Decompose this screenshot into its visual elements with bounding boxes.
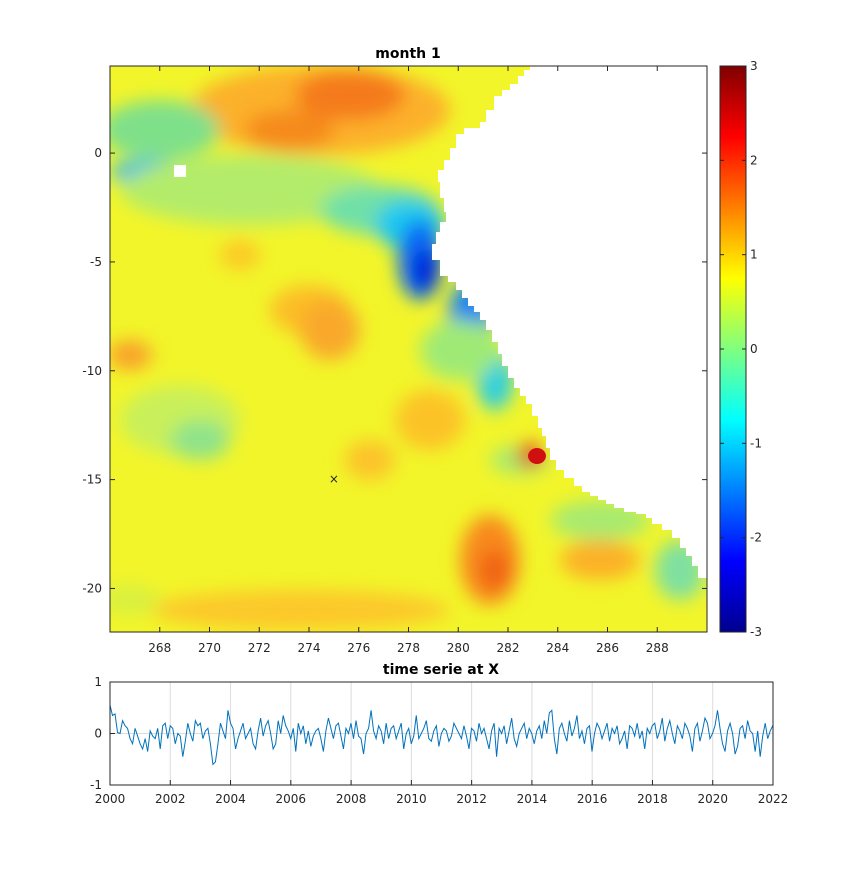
map-y-tick-label: -15: [82, 473, 102, 487]
ts-x-tick-label: 2012: [456, 792, 487, 806]
timeseries-y-axis: 1 0 -1: [90, 675, 115, 792]
colorbar-tick-label: -1: [750, 436, 762, 450]
map-x-tick-label: 274: [298, 641, 321, 655]
heatmap-field: [110, 66, 707, 632]
map-y-tick-label: -5: [90, 255, 102, 269]
ts-x-tick-label: 2006: [276, 792, 307, 806]
ts-x-tick-label: 2020: [697, 792, 728, 806]
map-y-tick-label: -20: [82, 581, 102, 595]
location-marker: ×: [329, 472, 339, 486]
timeseries-title: time serie at X: [383, 662, 499, 678]
colorbar-axis: 3 2 1 0 -1 -2 -3: [720, 59, 762, 639]
ts-x-tick-label: 2016: [577, 792, 608, 806]
colorbar-tick-label: -2: [750, 531, 762, 545]
ts-x-tick-label: 2004: [215, 792, 246, 806]
map-x-tick-label: 270: [198, 641, 221, 655]
map-title: month 1: [375, 46, 440, 62]
colorbar-tick-label: 2: [750, 153, 758, 167]
ts-y-tick-label: 1: [94, 675, 102, 689]
ts-x-tick-label: 2000: [95, 792, 126, 806]
map-x-tick-label: 284: [546, 641, 569, 655]
map-x-tick-label: 272: [248, 641, 271, 655]
island-mask: [174, 165, 186, 177]
map-x-tick-label: 268: [148, 641, 171, 655]
colorbar-tick-label: -3: [750, 625, 762, 639]
map-x-axis: 268 270 272 274 276 278 280 282 284 286 288: [148, 66, 669, 655]
map-x-tick-label: 286: [596, 641, 619, 655]
ts-x-tick-label: 2018: [637, 792, 668, 806]
colorbar-tick-label: 1: [750, 248, 758, 262]
ts-x-tick-label: 2014: [517, 792, 548, 806]
map-x-tick-label: 280: [447, 641, 470, 655]
map-y-tick-label: -10: [82, 364, 102, 378]
map-y-tick-label: 0: [94, 146, 102, 160]
colorbar-tick-label: 0: [750, 342, 758, 356]
map-y-axis: 0 -5 -10 -15 -20: [82, 146, 707, 595]
colorbar-tick-label: 3: [750, 59, 758, 73]
map-x-tick-label: 288: [646, 641, 669, 655]
map-x-tick-label: 278: [397, 641, 420, 655]
land-mask: [432, 66, 707, 578]
timeseries-x-axis: 2000 2002 2004 2006 2008 2010 2012 2014 2016 2018…: [95, 780, 789, 806]
ts-x-tick-label: 2010: [396, 792, 427, 806]
ts-x-tick-label: 2002: [155, 792, 186, 806]
hotspot: [528, 448, 546, 464]
ts-y-tick-label: -1: [90, 778, 102, 792]
colorbar: [720, 66, 746, 632]
ts-x-tick-label: 2022: [758, 792, 789, 806]
map-x-tick-label: 282: [497, 641, 520, 655]
map-x-tick-label: 276: [347, 641, 370, 655]
ts-y-tick-label: 0: [94, 727, 102, 741]
series-line: [110, 705, 773, 766]
ts-x-tick-label: 2008: [336, 792, 367, 806]
